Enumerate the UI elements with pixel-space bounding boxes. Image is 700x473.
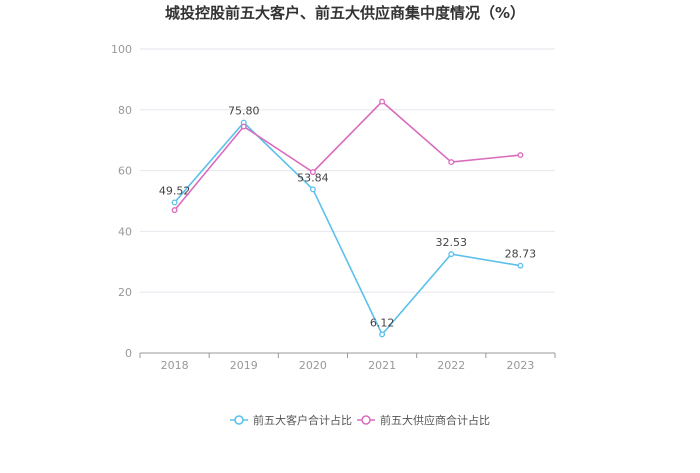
x-tick-label: 2021	[368, 359, 396, 372]
data-label: 49.52	[159, 184, 191, 197]
series-layer: 49.52 75.80 53.84 6.12 32.53 28.73	[159, 98, 537, 338]
data-point[interactable]	[517, 262, 524, 269]
y-tick-label: 100	[111, 43, 132, 56]
x-tick-label: 2019	[230, 359, 258, 372]
y-tick-label: 80	[118, 104, 132, 117]
x-tick-label: 2022	[437, 359, 465, 372]
legend-item-2[interactable]: 前五大供应商合计占比	[357, 413, 490, 427]
legend-marker	[361, 415, 371, 425]
series-1: 49.52 75.80 53.84 6.12 32.53 28.73	[159, 105, 537, 338]
data-label: 28.73	[505, 248, 537, 261]
data-label: 6.12	[370, 316, 395, 329]
series-line	[173, 100, 521, 211]
legend-label: 前五大供应商合计占比	[380, 413, 490, 427]
series-line	[173, 121, 521, 336]
legend-item-1[interactable]: 前五大客户合计占比	[230, 413, 352, 427]
x-axis: 2018 2019 2020 2021 2022 2023	[139, 352, 556, 372]
data-point[interactable]	[240, 123, 247, 130]
x-tick-label: 2023	[506, 359, 534, 372]
legend[interactable]: 前五大客户合计占比 前五大供应商合计占比	[230, 413, 490, 427]
data-point[interactable]	[309, 186, 316, 193]
data-point[interactable]	[309, 169, 316, 176]
y-tick-label: 60	[118, 165, 132, 178]
data-point[interactable]	[171, 199, 178, 206]
data-label: 75.80	[228, 105, 260, 118]
data-point[interactable]	[448, 159, 455, 166]
data-point[interactable]	[379, 98, 386, 105]
chart-title: 城投控股前五大客户、前五大供应商集中度情况（%）	[165, 4, 525, 22]
y-tick-label: 40	[118, 225, 132, 238]
x-tick-label: 2018	[161, 359, 189, 372]
y-tick-label: 0	[125, 347, 132, 360]
x-tick-label: 2020	[299, 359, 327, 372]
data-point[interactable]	[517, 152, 524, 159]
data-point[interactable]	[171, 207, 178, 214]
y-tick-label: 20	[118, 286, 132, 299]
grid	[140, 48, 555, 293]
data-point[interactable]	[379, 331, 386, 338]
data-label: 53.84	[297, 171, 329, 184]
legend-label: 前五大客户合计占比	[253, 413, 352, 427]
data-label: 32.53	[436, 236, 468, 249]
legend-marker	[234, 415, 244, 425]
data-point[interactable]	[448, 251, 455, 258]
series-2	[171, 98, 524, 214]
y-axis: 0 20 40 60 80 100	[111, 43, 132, 360]
